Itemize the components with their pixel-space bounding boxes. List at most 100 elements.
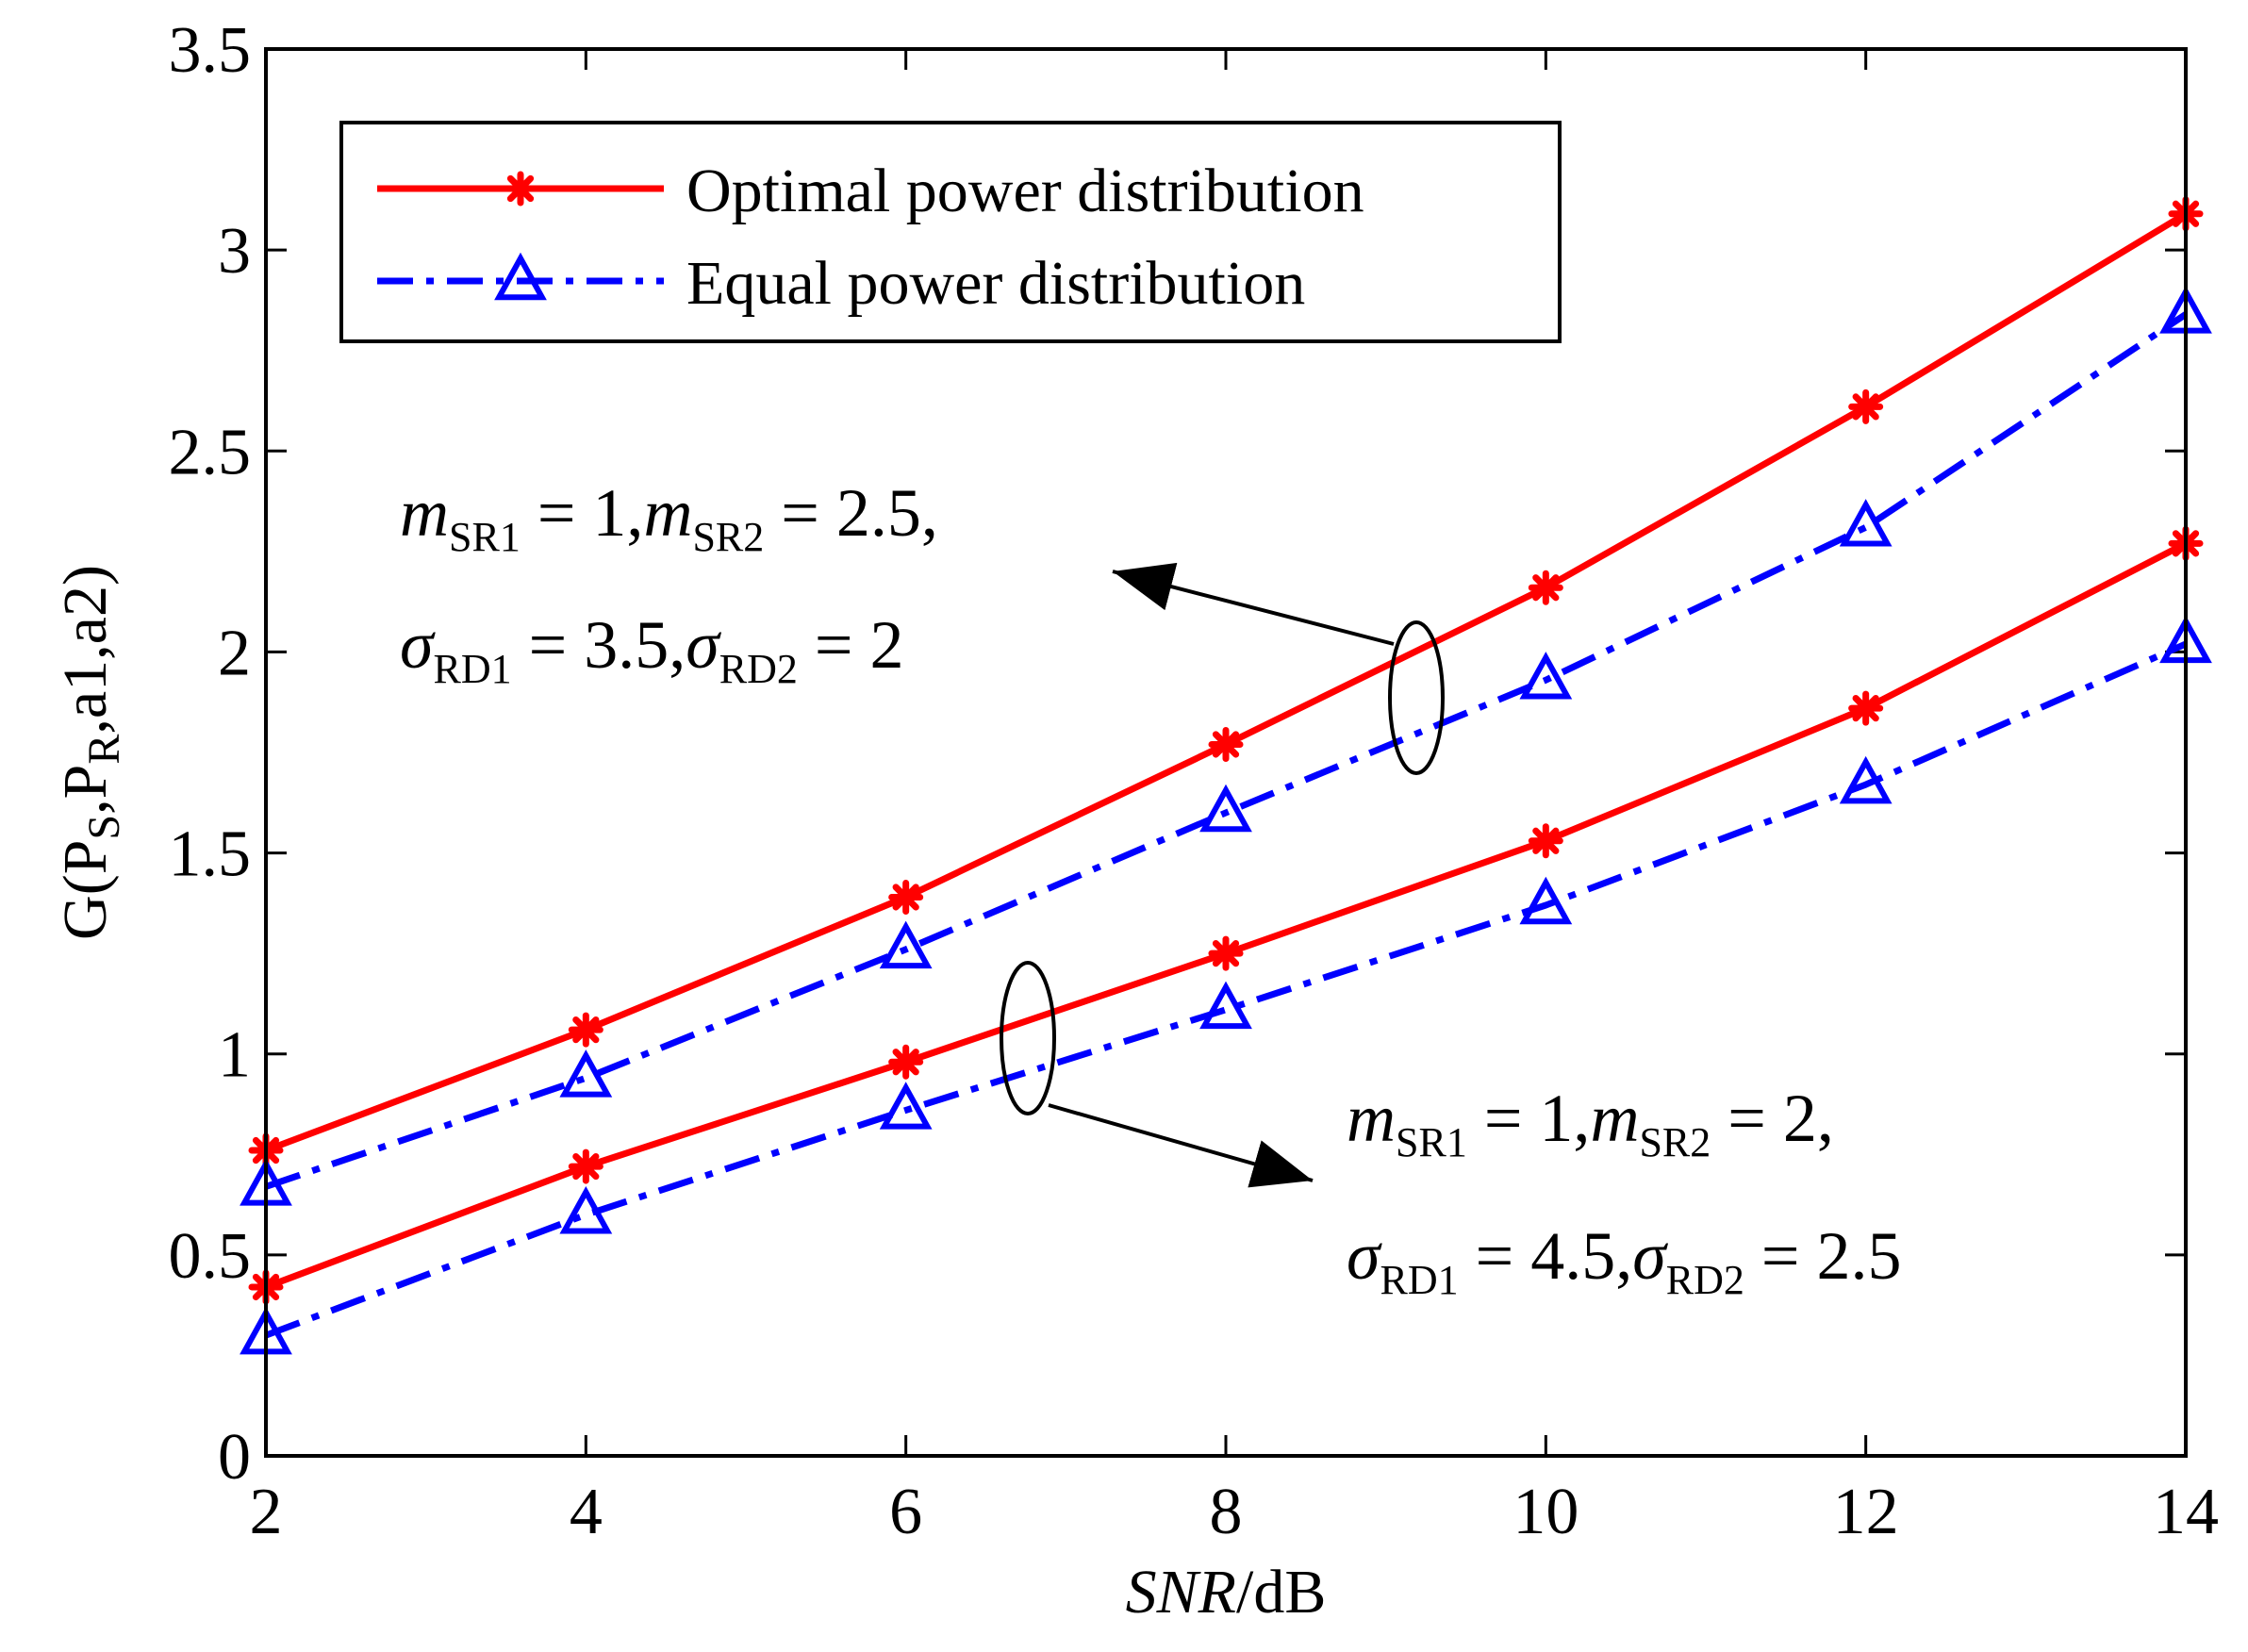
x-axis-label-italic: SNR [1126, 1558, 1236, 1627]
data-point [888, 1044, 924, 1080]
asterisk-stroke [1532, 574, 1560, 602]
callout-layer [1000, 562, 1445, 1188]
tick-layer: 2 4 6 8 10 12 14 0 0.5 1 1.5 2 2.5 3 3.5 [169, 14, 2220, 1548]
data-point [1199, 784, 1252, 833]
y-axis-label-text: ,a1,a2) [51, 565, 120, 735]
annotation-subscript: RD2 [1666, 1257, 1744, 1303]
y-tick-label: 3 [218, 215, 251, 288]
annotation-text: = 2.5, [764, 475, 938, 551]
annotation-text: = 4.5, [1459, 1218, 1633, 1294]
plot-frame [264, 47, 2188, 1458]
data-point [1208, 726, 1244, 762]
annotation-line: mSR1 = 1,mSR2 = 2, [1347, 1081, 1834, 1165]
y-tick-label: 2 [218, 617, 251, 689]
legend-label: Optimal power distribution [686, 157, 1364, 225]
annotation-text: σ [1347, 1218, 1382, 1294]
y-tick-label: 1 [218, 1019, 251, 1092]
asterisk-stroke [1532, 827, 1560, 854]
y-tick-label: 3.5 [169, 14, 252, 87]
annotation-subscript: RD1 [434, 646, 512, 692]
legend: Optimal power distribution Equal power di… [339, 121, 1562, 343]
series-layer [240, 196, 2212, 1355]
asterisk-stroke [572, 1016, 600, 1044]
annotation-2: mSR1 = 1,mSR2 = 2,σRD1 = 4.5,σRD2 = 2.5 [1347, 1081, 1902, 1303]
annotation-line: σRD1 = 4.5,σRD2 = 2.5 [1347, 1218, 1902, 1303]
data-point [1519, 876, 1573, 925]
data-point [1839, 499, 1893, 547]
series-line [264, 640, 2188, 1339]
annotation-text: = 2 [798, 607, 904, 683]
annotation-text: m [1347, 1081, 1396, 1156]
annotation-text: m [400, 475, 449, 551]
data-point [1528, 570, 1563, 605]
legend-marker [503, 171, 538, 206]
asterisk-stroke [506, 174, 535, 203]
x-tick-label: 10 [1512, 1476, 1579, 1548]
annotation-text: σ [400, 607, 436, 683]
data-point [1848, 690, 1884, 726]
x-tick-label: 2 [250, 1476, 283, 1548]
data-point [568, 1148, 603, 1184]
data-point [1528, 823, 1563, 859]
annotation-text: σ [1632, 1218, 1668, 1294]
callout-arrow-lower [1048, 1103, 1314, 1188]
data-point [879, 1082, 933, 1130]
data-point [1208, 935, 1244, 971]
asterisk-stroke [572, 1152, 600, 1181]
data-point [1848, 388, 1884, 424]
legend-marker [494, 252, 547, 301]
data-point [1839, 755, 1893, 804]
y-tick-label: 2.5 [169, 416, 252, 488]
annotation-text: σ [686, 607, 721, 683]
annotation-text: m [1590, 1081, 1639, 1156]
x-tick-label: 14 [2153, 1476, 2219, 1548]
x-tick-label: 12 [1833, 1476, 1899, 1548]
y-axis-label-text: G(P [51, 840, 120, 940]
annotation-line: mSR1 = 1,mSR2 = 2.5, [400, 475, 938, 560]
legend-label: Equal power distribution [686, 249, 1305, 318]
group-ellipse-lower [1000, 961, 1056, 1115]
data-point [568, 1012, 603, 1048]
x-tick-label: 6 [889, 1476, 922, 1548]
y-tick-label: 0 [218, 1421, 251, 1494]
data-point [888, 879, 924, 915]
series-1 [248, 196, 2204, 1168]
x-tick-label: 4 [570, 1476, 603, 1548]
group-ellipse-upper [1388, 620, 1445, 775]
data-point [559, 1049, 613, 1098]
data-point [879, 920, 933, 969]
x-axis-label-unit: /dB [1236, 1558, 1326, 1627]
annotation-text: m [643, 475, 692, 551]
y-axis-label-subscript: R [79, 735, 129, 765]
annotation-text: = 2, [1711, 1081, 1834, 1156]
y-tick-label: 1.5 [169, 818, 252, 891]
annotation-line: σRD1 = 3.5,σRD2 = 2 [400, 607, 904, 692]
x-tick-label: 8 [1210, 1476, 1243, 1548]
y-axis-label: G(PS,PR,a1,a2) [51, 565, 129, 940]
annotation-text: = 1, [1467, 1081, 1591, 1156]
asterisk-stroke [1852, 695, 1879, 722]
asterisk-stroke [1852, 393, 1879, 421]
annotation-layer: mSR1 = 1,mSR2 = 2.5,σRD1 = 3.5,σRD2 = 2m… [400, 475, 1902, 1303]
annotation-subscript: RD2 [719, 646, 798, 692]
data-point [559, 1186, 613, 1234]
series-line [264, 311, 2188, 1190]
annotation-text: = 1, [521, 475, 644, 551]
y-tick-label: 0.5 [169, 1220, 252, 1293]
x-axis-label: SNR/dB [1126, 1558, 1327, 1627]
y-axis-label-subscript: S [79, 815, 129, 840]
annotation-subscript: SR1 [1396, 1119, 1467, 1165]
annotation-1: mSR1 = 1,mSR2 = 2.5, σRD1 = 3.5,σRD2 = 2 [400, 475, 938, 692]
callout-arrow-upper [1112, 562, 1395, 646]
asterisk-stroke [892, 1049, 919, 1076]
legend-box [339, 121, 1562, 343]
asterisk-stroke [1212, 731, 1240, 758]
data-point [1519, 652, 1573, 700]
data-point [1199, 981, 1252, 1030]
y-axis-label-text: ,P [51, 765, 120, 815]
asterisk-stroke [1212, 940, 1240, 967]
annotation-subscript: SR2 [1639, 1119, 1711, 1165]
annotation-text: = 2.5 [1744, 1218, 1902, 1294]
axis-labels: SNR/dB G(PS,PR,a1,a2) [51, 565, 1326, 1627]
annotation-subscript: RD1 [1380, 1257, 1459, 1303]
